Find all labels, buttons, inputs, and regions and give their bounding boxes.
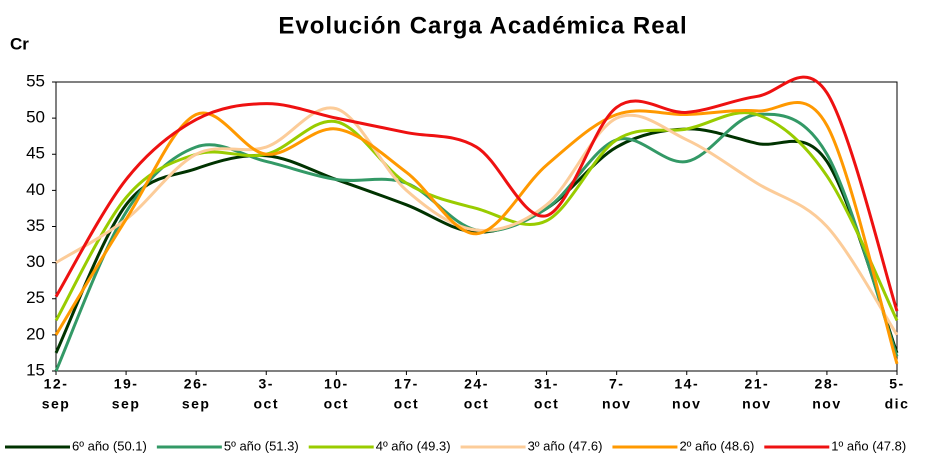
x-tick-label: oct (534, 396, 560, 412)
x-tick-label: 3- (259, 376, 274, 392)
x-tick-label: 7- (609, 376, 624, 392)
y-tick-label: 35 (26, 216, 45, 235)
series-line (54, 101, 899, 365)
y-tick-label: 45 (26, 144, 45, 163)
x-tick-label: nov (812, 396, 841, 412)
y-tick-label: 30 (26, 252, 45, 271)
x-tick-label: oct (464, 396, 490, 412)
y-axis-label: Cr (10, 34, 29, 53)
y-tick-label: 15 (26, 360, 45, 379)
series-line (55, 106, 899, 336)
x-tick-label: 21- (744, 376, 769, 392)
x-tick-label: nov (742, 396, 771, 412)
x-tick-label: nov (602, 396, 631, 412)
x-tick-label: dic (885, 396, 910, 412)
x-tick-label: 5- (889, 376, 904, 392)
legend-label: 6º año (50.1) (72, 438, 147, 453)
x-tick-label: 26- (184, 376, 209, 392)
x-tick-label: sep (112, 396, 141, 412)
x-tick-label: 19- (114, 376, 139, 392)
legend-label: 4º año (49.3) (376, 438, 451, 453)
legend-label: 1º año (47.8) (831, 438, 906, 453)
y-tick-label: 55 (26, 71, 45, 90)
series-line (54, 112, 899, 372)
legend-label: 3º año (47.6) (528, 438, 603, 453)
series-line (54, 75, 899, 312)
x-tick-label: 31- (534, 376, 559, 392)
legend-label: 5º año (51.3) (224, 438, 299, 453)
x-tick-label: 24- (464, 376, 489, 392)
y-tick-label: 50 (26, 108, 45, 127)
chart-title: Evolución Carga Académica Real (278, 12, 687, 39)
x-tick-label: 14- (674, 376, 699, 392)
x-tick-label: 17- (394, 376, 419, 392)
x-tick-label: 12- (44, 376, 69, 392)
x-tick-label: oct (254, 396, 280, 412)
legend-label: 2º año (48.6) (679, 438, 754, 453)
x-tick-label: 10- (324, 376, 349, 392)
y-tick-label: 40 (26, 180, 45, 199)
x-tick-label: oct (394, 396, 420, 412)
x-tick-label: 28- (815, 376, 840, 392)
x-tick-label: sep (42, 396, 71, 412)
x-tick-label: oct (324, 396, 350, 412)
y-tick-label: 25 (26, 288, 45, 307)
x-tick-label: sep (182, 396, 211, 412)
y-tick-label: 20 (26, 324, 45, 343)
x-tick-label: nov (672, 396, 701, 412)
